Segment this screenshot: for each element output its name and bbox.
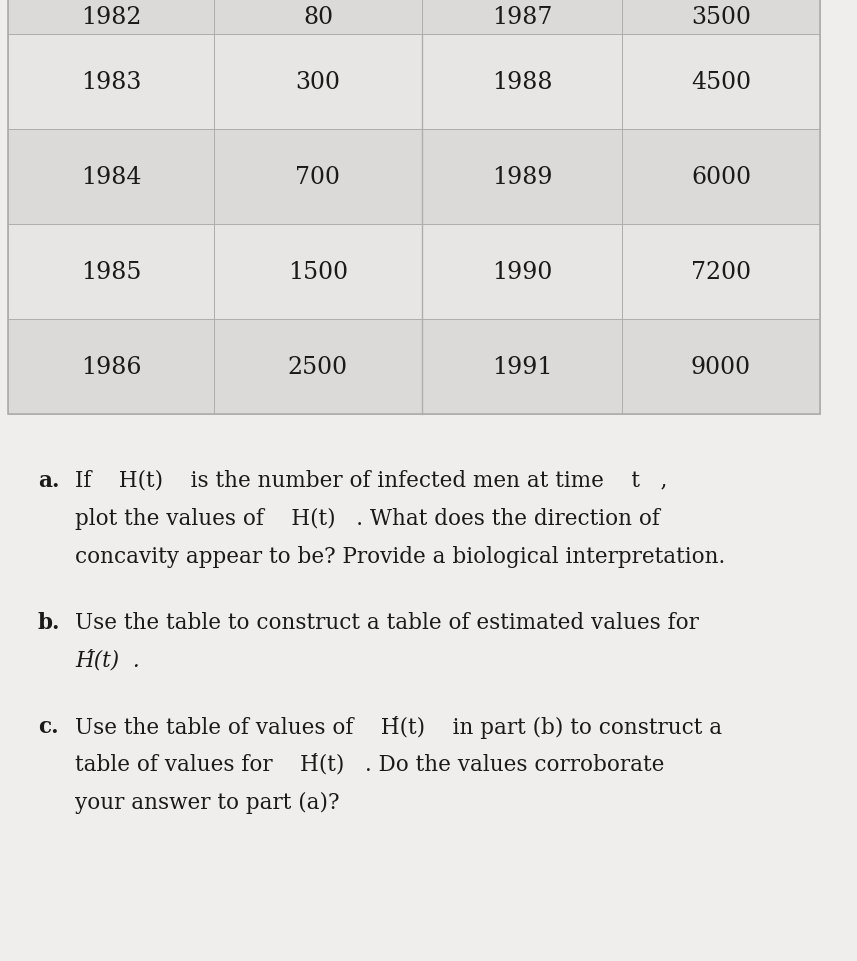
Text: 1988: 1988 <box>492 71 552 94</box>
Text: 1985: 1985 <box>81 260 141 283</box>
Bar <box>622 130 820 225</box>
Text: 700: 700 <box>296 166 340 188</box>
Text: c.: c. <box>38 715 58 737</box>
Bar <box>214 130 422 225</box>
Text: 80: 80 <box>303 6 333 29</box>
Text: table of values for    H́(t)   . Do the values corroborate: table of values for H́(t) . Do the value… <box>75 753 664 776</box>
Text: 1987: 1987 <box>492 6 552 29</box>
Text: 1986: 1986 <box>81 356 141 379</box>
Bar <box>422 225 622 320</box>
Bar <box>214 0 422 35</box>
Text: 1989: 1989 <box>492 166 552 188</box>
Text: 9000: 9000 <box>691 356 751 379</box>
Text: H́(t)  .: H́(t) . <box>75 650 140 672</box>
Bar <box>622 0 820 35</box>
Text: 1990: 1990 <box>492 260 552 283</box>
Text: 1983: 1983 <box>81 71 141 94</box>
Bar <box>422 130 622 225</box>
Text: 1982: 1982 <box>81 6 141 29</box>
Bar <box>8 225 214 320</box>
Text: 4500: 4500 <box>691 71 751 94</box>
Bar <box>622 320 820 414</box>
Text: a.: a. <box>38 470 59 491</box>
Text: 300: 300 <box>296 71 340 94</box>
Bar <box>8 130 214 225</box>
Bar <box>622 225 820 320</box>
Bar <box>8 320 214 414</box>
Bar <box>214 225 422 320</box>
Text: If    H(t)    is the number of infected men at time    t   ,: If H(t) is the number of infected men at… <box>75 470 668 491</box>
Bar <box>214 320 422 414</box>
Text: Use the table to construct a table of estimated values for: Use the table to construct a table of es… <box>75 611 698 633</box>
Text: 6000: 6000 <box>691 166 751 188</box>
Bar <box>8 35 214 130</box>
Text: 3500: 3500 <box>691 6 751 29</box>
Text: Use the table of values of    H́(t)    in part (b) to construct a: Use the table of values of H́(t) in part… <box>75 715 722 738</box>
Text: plot the values of    H(t)   . What does the direction of: plot the values of H(t) . What does the … <box>75 507 660 530</box>
Bar <box>422 35 622 130</box>
Bar <box>622 35 820 130</box>
Bar <box>8 0 214 35</box>
Bar <box>214 35 422 130</box>
Text: your answer to part (a)?: your answer to part (a)? <box>75 791 339 813</box>
Text: 1500: 1500 <box>288 260 348 283</box>
Text: 7200: 7200 <box>691 260 751 283</box>
Text: 2500: 2500 <box>288 356 348 379</box>
Bar <box>422 320 622 414</box>
Text: b.: b. <box>38 611 61 633</box>
Bar <box>422 0 622 35</box>
Text: 1991: 1991 <box>492 356 552 379</box>
Bar <box>8 0 820 414</box>
Text: concavity appear to be? Provide a biological interpretation.: concavity appear to be? Provide a biolog… <box>75 546 725 567</box>
Text: 1984: 1984 <box>81 166 141 188</box>
